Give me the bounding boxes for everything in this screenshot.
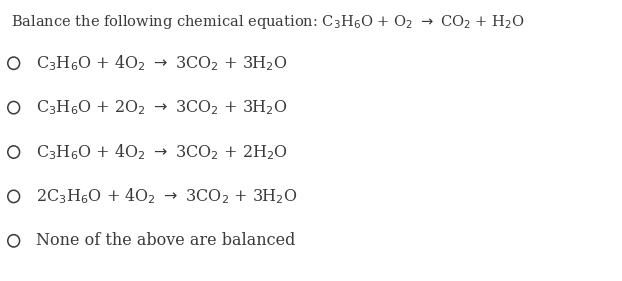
- Text: 2C$_3$H$_6$O + 4O$_2$ $\rightarrow$ 3CO$_2$ + 3H$_2$O: 2C$_3$H$_6$O + 4O$_2$ $\rightarrow$ 3CO$…: [36, 187, 297, 206]
- Text: C$_3$H$_6$O + 4O$_2$ $\rightarrow$ 3CO$_2$ + 2H$_2$O: C$_3$H$_6$O + 4O$_2$ $\rightarrow$ 3CO$_…: [36, 142, 288, 162]
- Text: C$_3$H$_6$O + 2O$_2$ $\rightarrow$ 3CO$_2$ + 3H$_2$O: C$_3$H$_6$O + 2O$_2$ $\rightarrow$ 3CO$_…: [36, 98, 287, 117]
- Text: C$_3$H$_6$O + 4O$_2$ $\rightarrow$ 3CO$_2$ + 3H$_2$O: C$_3$H$_6$O + 4O$_2$ $\rightarrow$ 3CO$_…: [36, 53, 287, 73]
- Text: Balance the following chemical equation: C$_3$H$_6$O + O$_2$ $\rightarrow$ CO$_2: Balance the following chemical equation:…: [11, 13, 525, 31]
- Text: None of the above are balanced: None of the above are balanced: [36, 232, 295, 249]
